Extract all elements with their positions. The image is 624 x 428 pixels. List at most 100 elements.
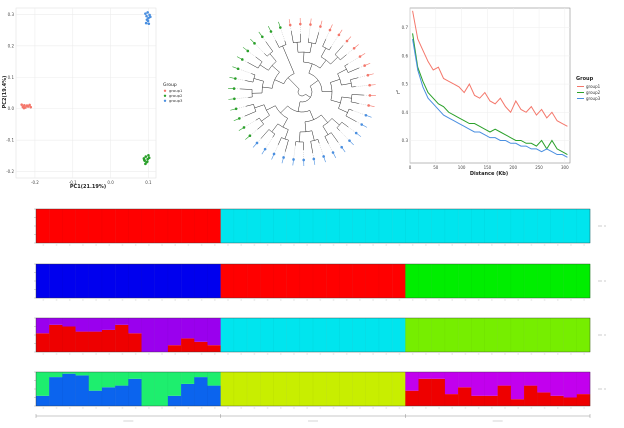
tree-branch (320, 47, 327, 57)
admixture-bar-segment (365, 318, 380, 352)
tree-leaf-guide (348, 126, 357, 134)
tree-branch (240, 88, 253, 90)
admixture-bar-segment (352, 372, 366, 406)
tree-arc (253, 104, 257, 112)
tree-branch (304, 121, 307, 132)
admixture-bar-segment (181, 372, 195, 384)
admixture-bar-segment (181, 338, 195, 352)
pca-legend-label: group1 (169, 88, 183, 93)
admixture-bar-segment (260, 318, 274, 352)
tree-tip (368, 94, 372, 97)
admixture-bar-segment (444, 318, 459, 352)
admixture-bar-segment (36, 333, 50, 352)
admixture-bar-segment (537, 372, 551, 393)
tree-leaf-guide (339, 130, 350, 141)
tree-branch (345, 115, 357, 122)
pca-point-group2 (147, 156, 151, 160)
tree-branch (275, 40, 280, 48)
admixture-bar-segment (510, 318, 525, 352)
admixture-bar-segment (247, 264, 261, 298)
admixture-bar-segment (260, 372, 274, 406)
admixture-bar-segment (207, 318, 221, 346)
admixture-row-k5 (34, 371, 606, 409)
tree-leaf-guide (243, 120, 257, 128)
admixture-bar-segment (154, 372, 169, 406)
admixture-bar-segment (260, 209, 274, 243)
tree-branch (255, 56, 263, 63)
admixture-bar-segment (563, 264, 578, 298)
tree-leaf-guide (346, 48, 355, 55)
admixture-bar-segment (576, 394, 591, 406)
admixture-bar-segment (101, 372, 116, 388)
admixture-bar-segment (550, 372, 564, 396)
ld-y-tick-label: 0.6 (402, 53, 409, 58)
pca-y-axis-label: PC2(19.4%) (2, 76, 8, 109)
tree-branch (259, 64, 269, 71)
admixture-bar-segment (431, 378, 446, 406)
tree-leaf-guide (352, 110, 366, 116)
tree-branch (308, 63, 313, 74)
admixture-bar-segment (510, 209, 525, 243)
tree-tip (282, 156, 285, 159)
admixture-bar-segment (220, 209, 235, 243)
admixture-bar-segment (247, 318, 261, 352)
pca-x-tick-label: -0.2 (31, 180, 39, 185)
admixture-bar-segment (167, 372, 182, 396)
pca-point-group2 (142, 158, 146, 162)
tree-branch (247, 62, 259, 69)
admixture-bar-segment (537, 264, 551, 298)
admixture-bar-segment (378, 264, 393, 298)
pca-legend-key (163, 99, 167, 103)
admixture-bar-segment (233, 209, 248, 243)
admixture-bar-segment (299, 264, 314, 298)
ld-legend-label: group2 (586, 90, 601, 95)
admixture-bar-segment (101, 329, 116, 352)
tree-branch (337, 68, 347, 74)
tree-arc (261, 81, 264, 94)
pca-legend-key (163, 89, 167, 93)
admixture-bar-segment (273, 264, 287, 298)
tree-tip-label (230, 108, 237, 111)
tree-leaf-guide (247, 50, 256, 58)
tree-branch (330, 99, 341, 104)
admixture-bar-segment (471, 395, 485, 406)
admixture-bar-segment (299, 318, 314, 352)
ld-x-tick-label: 100 (458, 165, 466, 170)
admixture-bar-segment (563, 209, 578, 243)
pca-legend-label: group3 (169, 98, 183, 103)
pca-x-tick-label: -0.1 (69, 180, 77, 185)
tree-branch (280, 105, 288, 114)
admixture-bar-segment (392, 318, 406, 352)
admixture-bar-segment (484, 318, 498, 352)
admixture-bar-segment (431, 372, 446, 379)
admixture-bar-segment (563, 372, 578, 398)
admixture-bar-segment (510, 399, 525, 406)
admixture-bar-segment (299, 209, 314, 243)
admixture-bar-segment (273, 318, 287, 352)
ld-y-tick-label: 0.4 (402, 110, 409, 115)
tree-branch (284, 40, 287, 45)
admixture-bar-segment (128, 333, 142, 352)
tree-branch (284, 129, 289, 140)
pca-y-tick-label: 0.0 (8, 106, 15, 111)
tree-leaf-guide (236, 106, 246, 109)
admixture-bar-segment (141, 318, 155, 352)
admixture-bar-segment (339, 264, 353, 298)
admixture-bar-segment (167, 209, 182, 243)
admixture-bar-segment (62, 209, 76, 243)
pca-point-group2 (147, 154, 150, 157)
tree-tip-label (229, 77, 236, 79)
admixture-bar-segment (510, 372, 525, 400)
admixture-bar-segment (75, 375, 89, 406)
admixture-bar-segment (326, 264, 340, 298)
tree-tip-label (245, 135, 251, 140)
admixture-bar-segment (88, 318, 103, 332)
tree-tip-label (288, 19, 291, 26)
admixture-bar-segment (576, 264, 591, 298)
admixture-bar-segment (49, 372, 63, 378)
admixture-bar-segment (326, 318, 340, 352)
admixture-bar-segment (431, 209, 446, 243)
admixture-bar-segment (471, 372, 485, 396)
admixture-bar-segment (550, 209, 564, 243)
ld-decay-panel: 0.3 0.4 0.5 0.6 0.7 0 50 100 150 200 250 300 Distan… (396, 7, 601, 177)
